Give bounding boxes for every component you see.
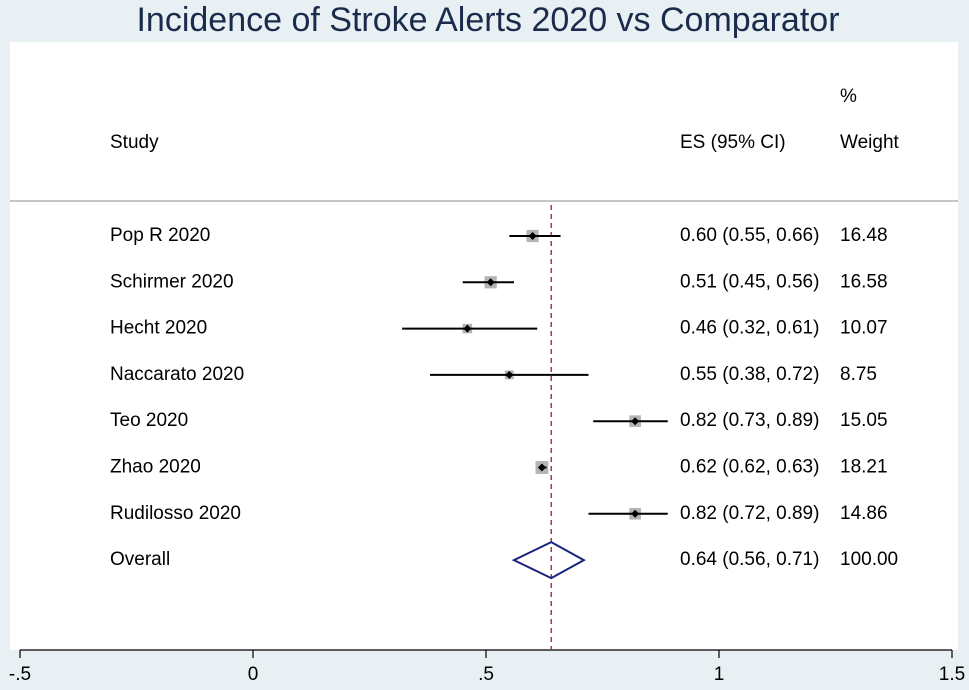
x-tick-label: 1.5 <box>939 664 965 685</box>
study-label: Rudilosso 2020 <box>110 503 241 524</box>
study-label: Overall <box>110 549 170 570</box>
es-label: 0.60 (0.55, 0.66) <box>680 225 819 246</box>
es-label: 0.62 (0.62, 0.63) <box>680 457 819 478</box>
point-estimate <box>505 370 514 379</box>
point-estimate <box>537 463 546 472</box>
column-header: ES (95% CI) <box>680 132 786 153</box>
study-label: Schirmer 2020 <box>110 271 234 292</box>
point-estimate <box>631 417 640 426</box>
overall-diamond <box>511 540 586 580</box>
es-label: 0.51 (0.45, 0.56) <box>680 271 819 292</box>
weight-label: 16.48 <box>840 225 888 246</box>
column-header: % <box>840 86 857 107</box>
study-label: Teo 2020 <box>110 410 188 431</box>
x-tick-label: 0 <box>248 664 259 685</box>
study-label: Hecht 2020 <box>110 318 207 339</box>
es-label: 0.82 (0.72, 0.89) <box>680 503 819 524</box>
es-label: 0.46 (0.32, 0.61) <box>680 318 819 339</box>
study-label: Pop R 2020 <box>110 225 210 246</box>
point-estimate <box>528 232 537 240</box>
weight-label: 18.21 <box>840 457 888 478</box>
x-tick-label: -.5 <box>9 664 31 685</box>
plot-area <box>10 42 958 650</box>
es-label: 0.55 (0.38, 0.72) <box>680 364 819 385</box>
weight-label: 8.75 <box>840 364 877 385</box>
weight-label: 15.05 <box>840 410 888 431</box>
es-label: 0.82 (0.73, 0.89) <box>680 410 819 431</box>
point-estimate <box>631 509 640 518</box>
column-header: Weight <box>840 132 900 153</box>
weight-label: 16.58 <box>840 271 888 292</box>
x-tick-label: 1 <box>714 664 725 685</box>
study-label: Zhao 2020 <box>110 457 201 478</box>
weight-label: 100.00 <box>840 549 898 570</box>
point-estimate <box>463 324 472 333</box>
es-label: 0.64 (0.56, 0.71) <box>680 549 819 570</box>
chart-title: Incidence of Stroke Alerts 2020 vs Compa… <box>136 1 839 39</box>
weight-label: 14.86 <box>840 503 888 524</box>
column-header: Study <box>110 132 159 153</box>
weight-label: 10.07 <box>840 318 888 339</box>
study-label: Naccarato 2020 <box>110 364 244 385</box>
point-estimate <box>486 278 495 287</box>
x-tick-label: .5 <box>478 664 494 685</box>
